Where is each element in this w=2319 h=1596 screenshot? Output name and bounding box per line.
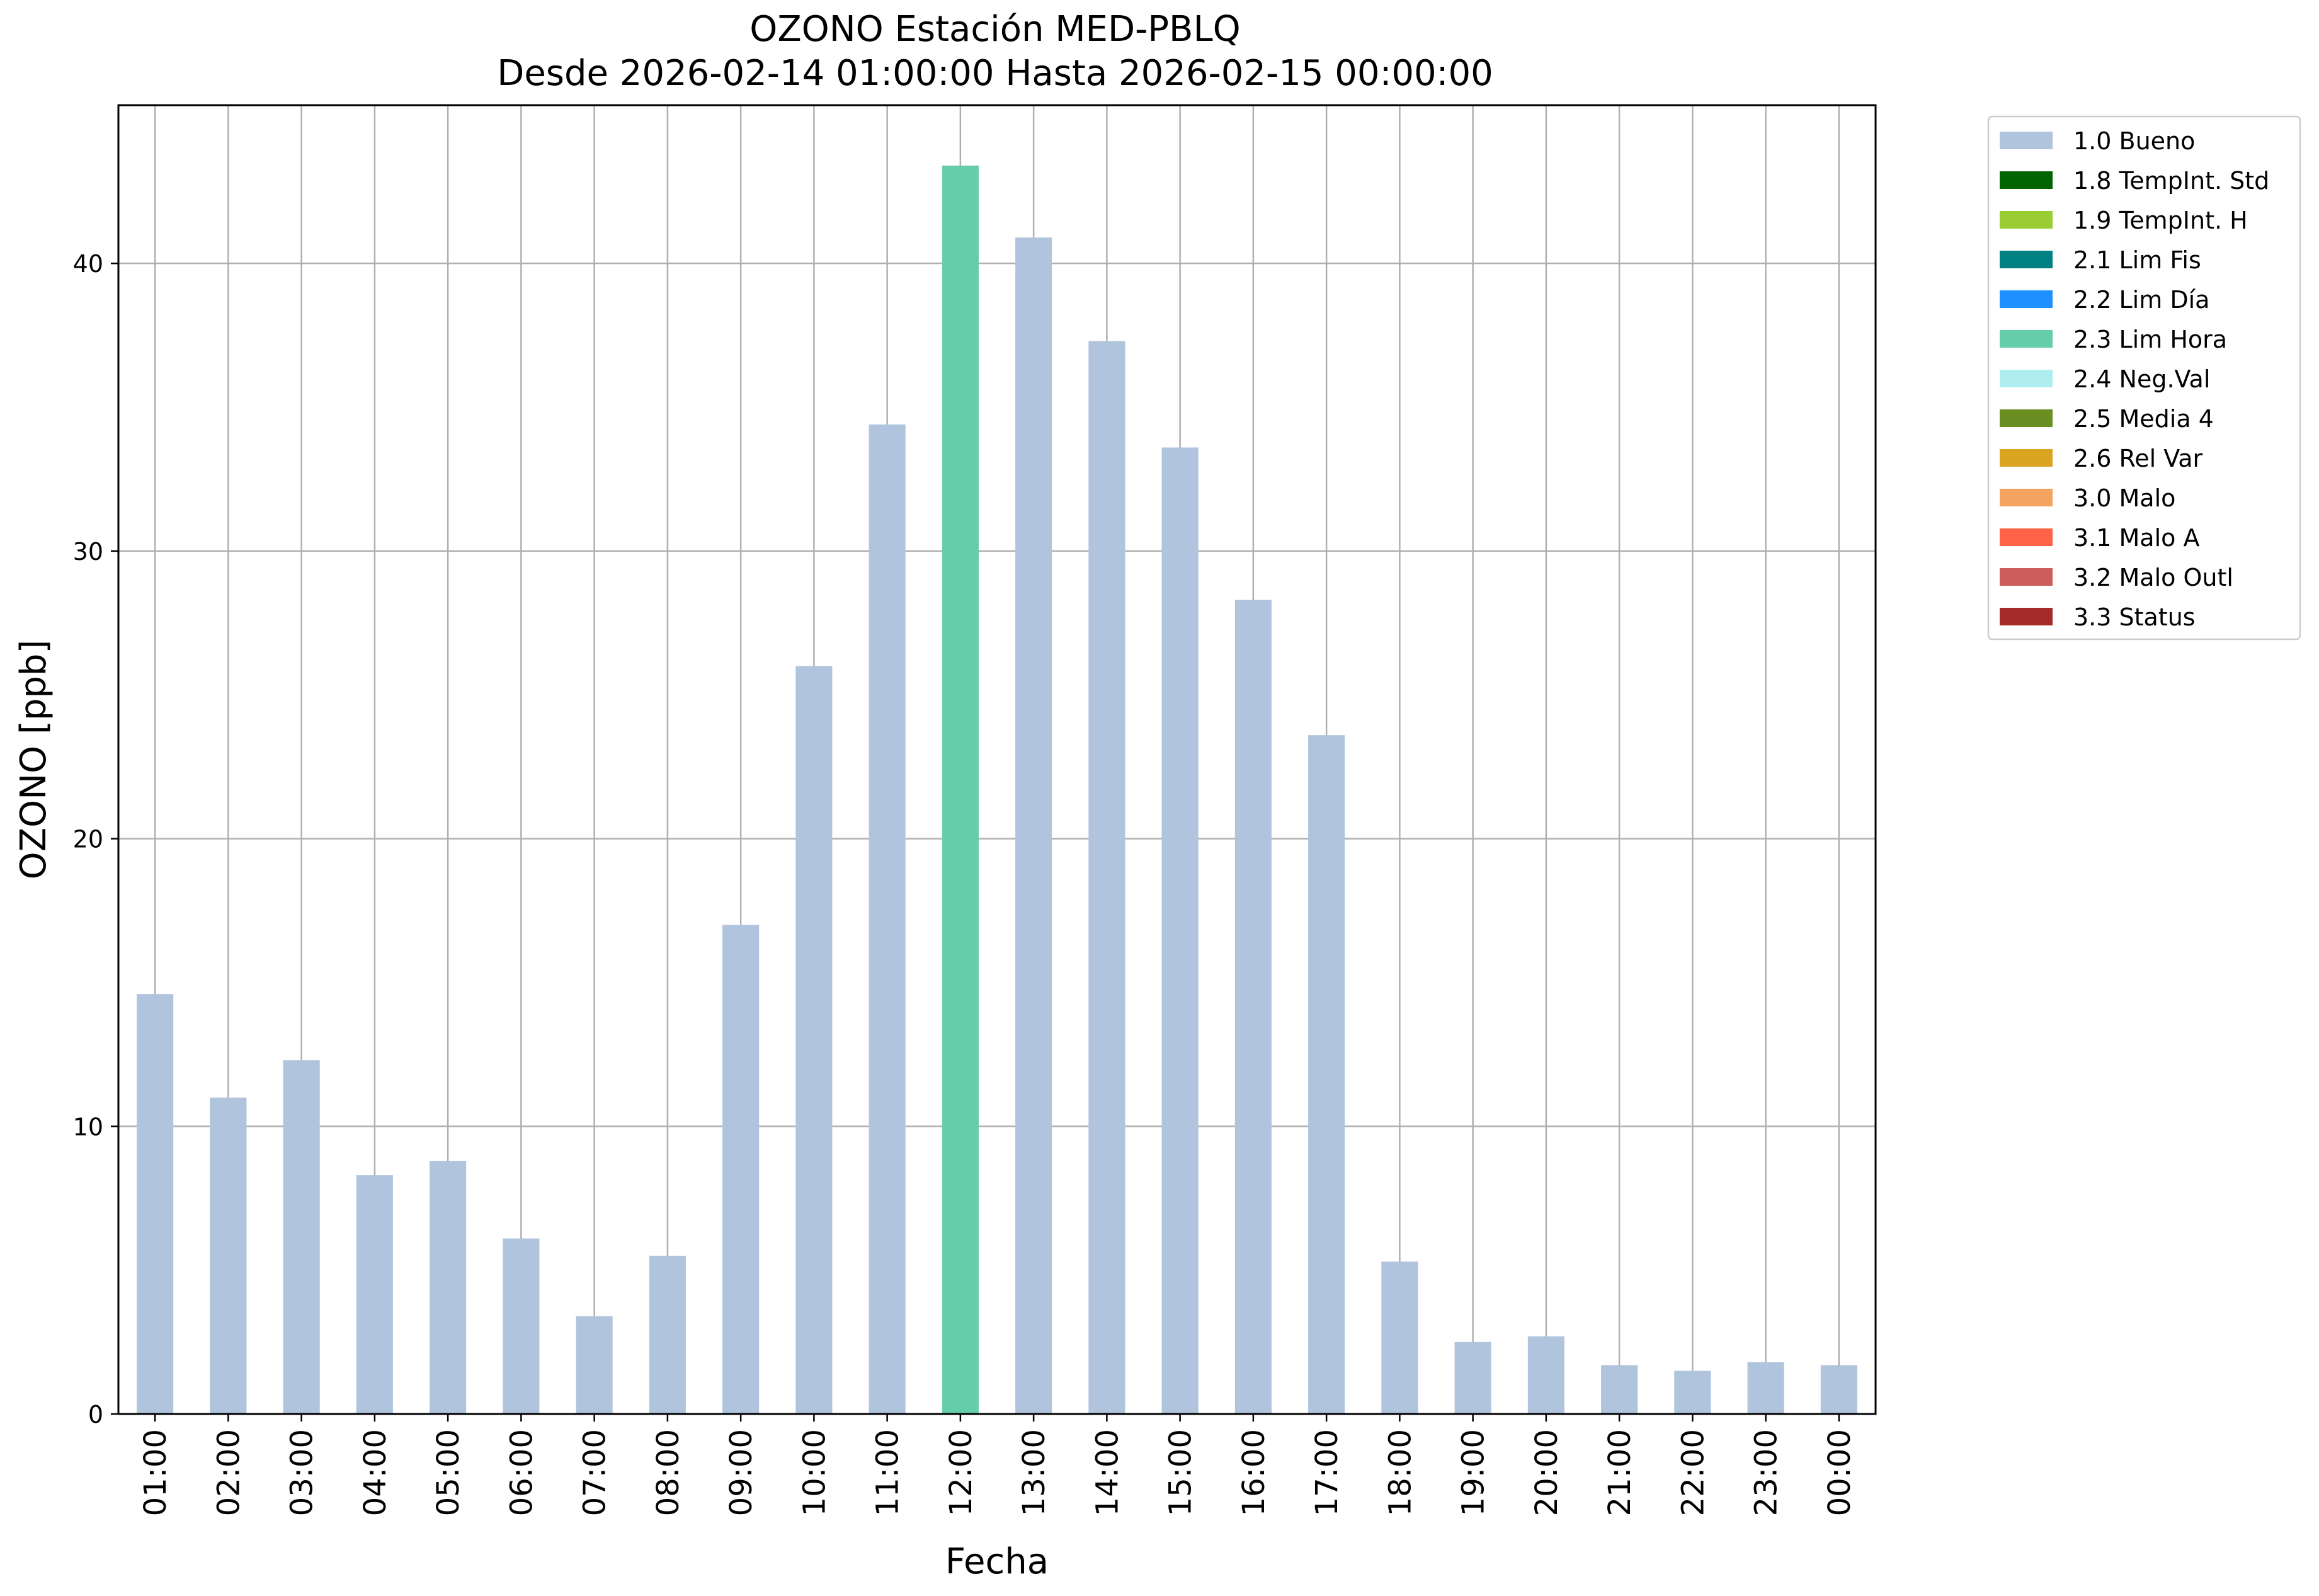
- x-tick-label: 14:00: [1090, 1429, 1125, 1516]
- x-tick-label: 09:00: [724, 1429, 759, 1516]
- bar-03:00: [283, 1060, 320, 1414]
- bar-08:00: [649, 1255, 686, 1414]
- legend-swatch: [2000, 409, 2053, 427]
- legend-swatch: [2000, 211, 2053, 229]
- y-tick-label: 40: [73, 250, 103, 278]
- legend-swatch: [2000, 528, 2053, 546]
- x-tick-label: 04:00: [358, 1429, 393, 1516]
- bar-21:00: [1601, 1365, 1638, 1414]
- x-tick-label: 13:00: [1017, 1429, 1052, 1516]
- x-tick-label: 10:00: [797, 1429, 832, 1516]
- bar-20:00: [1527, 1336, 1564, 1414]
- legend-label: 2.1 Lim Fis: [2073, 246, 2201, 274]
- bar-05:00: [430, 1161, 467, 1414]
- y-tick-label: 10: [73, 1113, 103, 1141]
- bar-13:00: [1015, 237, 1052, 1415]
- y-axis: 0 10 20 30 40: [73, 250, 118, 1428]
- bar-11:00: [869, 424, 906, 1414]
- legend-label: 3.3 Status: [2073, 603, 2196, 631]
- bar-14:00: [1088, 341, 1125, 1414]
- bar-10:00: [795, 666, 833, 1414]
- x-tick-label: 06:00: [504, 1429, 539, 1516]
- bar-09:00: [722, 925, 760, 1414]
- bar-12:00: [942, 165, 979, 1414]
- legend-swatch: [2000, 132, 2053, 149]
- legend-label: 1.9 TempInt. H: [2073, 207, 2248, 234]
- y-tick-label: 30: [73, 538, 103, 566]
- legend-swatch: [2000, 251, 2053, 268]
- legend-label: 2.2 Lim Día: [2073, 286, 2209, 314]
- legend-swatch: [2000, 608, 2053, 625]
- bar-07:00: [576, 1316, 613, 1414]
- chart-subtitle: Desde 2026-02-14 01:00:00 Hasta 2026-02-…: [497, 53, 1493, 94]
- x-axis-label: Fecha: [945, 1541, 1049, 1582]
- x-tick-label: 12:00: [943, 1429, 979, 1516]
- x-tick-label: 21:00: [1602, 1429, 1638, 1516]
- bars: [137, 165, 1857, 1415]
- legend-swatch: [2000, 449, 2053, 467]
- bar-16:00: [1234, 600, 1272, 1414]
- x-tick-label: 17:00: [1309, 1429, 1345, 1516]
- legend-swatch: [2000, 330, 2053, 348]
- legend-label: 3.1 Malo A: [2073, 524, 2199, 552]
- legend-label: 2.6 Rel Var: [2073, 445, 2203, 472]
- bar-04:00: [356, 1175, 393, 1414]
- legend-frame: [1987, 115, 2301, 641]
- x-tick-label: 20:00: [1529, 1429, 1564, 1516]
- bar-22:00: [1674, 1371, 1711, 1414]
- x-tick-label: 00:00: [1822, 1429, 1857, 1516]
- bar-15:00: [1161, 447, 1199, 1414]
- legend-label: 2.4 Neg.Val: [2073, 365, 2210, 393]
- bar-01:00: [137, 994, 174, 1414]
- y-axis-label: OZONO [ppb]: [13, 640, 54, 880]
- bar-17:00: [1308, 735, 1345, 1414]
- legend-swatch: [2000, 171, 2053, 189]
- y-tick-label: 0: [88, 1401, 103, 1428]
- bar-23:00: [1747, 1362, 1784, 1414]
- legend-label: 1.0 Bueno: [2073, 127, 2195, 155]
- legend-label: 3.0 Malo: [2073, 484, 2175, 512]
- x-tick-label: 11:00: [870, 1429, 906, 1516]
- bar-00:00: [1820, 1365, 1857, 1414]
- x-tick-label: 23:00: [1749, 1429, 1784, 1516]
- legend: 1.0 Bueno 1.8 TempInt. Std 1.9 TempInt. H 2…: [1987, 115, 2301, 641]
- x-tick-label: 02:00: [211, 1429, 246, 1516]
- x-tick-label: 03:00: [285, 1429, 320, 1516]
- x-tick-label: 07:00: [578, 1429, 613, 1516]
- x-tick-label: 18:00: [1382, 1429, 1418, 1516]
- legend-label: 1.8 TempInt. Std: [2073, 167, 2269, 195]
- bar-18:00: [1381, 1261, 1418, 1414]
- x-tick-label: 22:00: [1675, 1429, 1711, 1516]
- x-tick-label: 19:00: [1456, 1429, 1491, 1516]
- legend-label: 3.2 Malo Outl: [2073, 564, 2233, 591]
- x-tick-label: 08:00: [651, 1429, 686, 1516]
- y-tick-label: 20: [73, 826, 103, 853]
- plot-frame: [117, 104, 1877, 1415]
- legend-swatch: [2000, 370, 2053, 387]
- legend-swatch: [2000, 568, 2053, 586]
- bar-19:00: [1454, 1342, 1491, 1414]
- bar-06:00: [503, 1238, 540, 1414]
- x-tick-label: 15:00: [1163, 1429, 1199, 1516]
- legend-label: 2.3 Lim Hora: [2073, 326, 2227, 353]
- x-tick-label: 05:00: [431, 1429, 466, 1516]
- legend-swatch: [2000, 290, 2053, 308]
- bar-02:00: [210, 1097, 247, 1414]
- x-tick-label: 01:00: [138, 1429, 173, 1516]
- legend-swatch: [2000, 489, 2053, 506]
- x-axis: 01:00 02:00 03:00 04:00 05:00 06:00 07:00 08:00…: [138, 1414, 1857, 1516]
- legend-label: 2.5 Media 4: [2073, 405, 2214, 433]
- x-tick-label: 16:00: [1236, 1429, 1272, 1516]
- chart-title: OZONO Estación MED-PBLQ: [749, 9, 1241, 50]
